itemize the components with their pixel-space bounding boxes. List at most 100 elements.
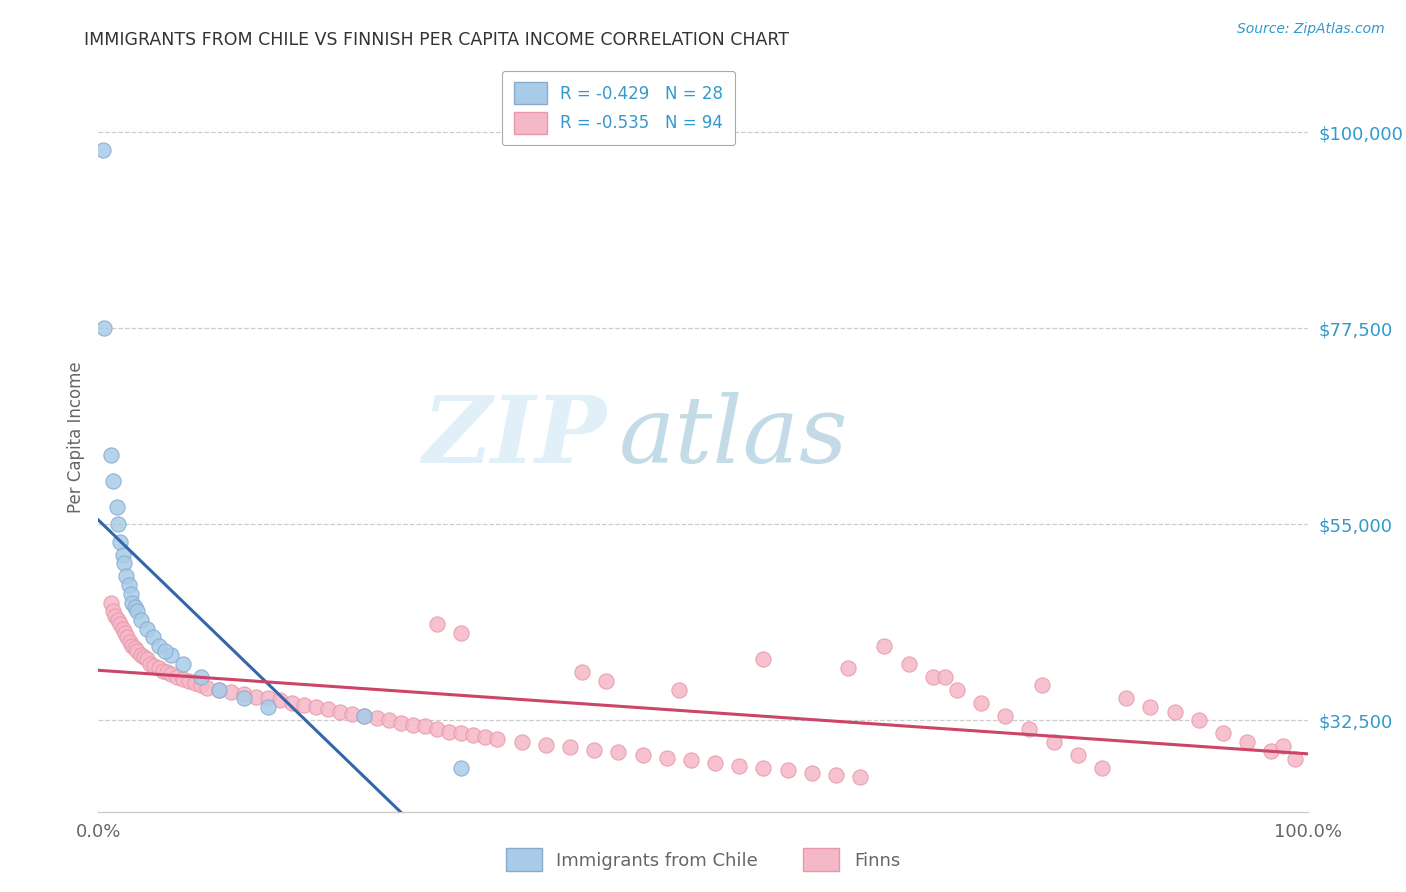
Point <box>179 673 201 688</box>
Point <box>934 670 956 684</box>
Point <box>450 761 472 775</box>
Point <box>728 758 751 772</box>
Point <box>127 643 149 657</box>
Point <box>389 715 412 730</box>
Text: atlas: atlas <box>619 392 848 482</box>
Point <box>463 728 485 742</box>
Point <box>184 675 207 690</box>
Point <box>571 665 593 680</box>
Point <box>256 700 278 714</box>
Point <box>111 622 134 636</box>
Point <box>510 735 533 749</box>
Point <box>121 639 143 653</box>
Point <box>583 743 606 757</box>
Point <box>108 534 131 549</box>
Y-axis label: Per Capita Income: Per Capita Income <box>66 361 84 513</box>
Point <box>679 753 702 767</box>
Point <box>91 143 114 157</box>
Point <box>1091 761 1114 775</box>
Point <box>426 617 449 632</box>
Point <box>329 705 352 719</box>
Point <box>105 500 128 514</box>
Point <box>668 682 690 697</box>
Text: Source: ZipAtlas.com: Source: ZipAtlas.com <box>1237 22 1385 37</box>
Point <box>129 648 152 662</box>
Point <box>704 756 727 770</box>
Point <box>135 652 157 666</box>
Point <box>156 665 179 680</box>
Point <box>1236 735 1258 749</box>
Point <box>166 670 188 684</box>
Point <box>1284 752 1306 766</box>
Point <box>160 648 183 662</box>
Legend: R = -0.429   N = 28, R = -0.535   N = 94: R = -0.429 N = 28, R = -0.535 N = 94 <box>502 70 735 145</box>
Point <box>100 448 122 462</box>
Point <box>558 740 581 755</box>
Point <box>1163 705 1185 719</box>
Point <box>1260 744 1282 758</box>
Point <box>190 678 212 692</box>
Point <box>208 682 231 697</box>
Point <box>1115 691 1137 706</box>
Point <box>1018 722 1040 736</box>
Point <box>195 681 218 695</box>
Point <box>607 746 630 760</box>
Point <box>353 709 375 723</box>
Point <box>117 631 139 645</box>
Point <box>118 635 141 649</box>
Point <box>426 722 449 736</box>
Point <box>849 770 872 784</box>
Point <box>245 690 267 704</box>
Point <box>148 661 170 675</box>
Point <box>825 768 848 782</box>
Point <box>101 474 124 488</box>
Point <box>970 696 993 710</box>
Point <box>595 673 617 688</box>
Point <box>107 517 129 532</box>
Point <box>353 709 375 723</box>
Point <box>994 709 1017 723</box>
Point <box>377 713 399 727</box>
Point <box>413 719 436 733</box>
Point <box>221 685 243 699</box>
Point <box>232 691 254 706</box>
Point <box>100 596 122 610</box>
Point <box>101 604 124 618</box>
Point <box>1042 735 1064 749</box>
Point <box>437 724 460 739</box>
Point <box>752 652 775 666</box>
Point <box>305 700 328 714</box>
Point <box>108 617 131 632</box>
Point <box>873 639 896 653</box>
Point <box>366 711 388 725</box>
Point <box>111 548 134 562</box>
Point <box>486 731 509 746</box>
Point <box>655 750 678 764</box>
Point <box>776 763 799 777</box>
Point <box>269 693 291 707</box>
Point <box>134 649 156 664</box>
Point <box>946 682 969 697</box>
Point <box>1212 726 1234 740</box>
Point <box>921 670 943 684</box>
Point <box>534 738 557 752</box>
Point <box>402 717 425 731</box>
Point <box>104 608 127 623</box>
Point <box>152 664 174 678</box>
Point <box>139 657 162 671</box>
Point <box>342 707 364 722</box>
Point <box>256 691 278 706</box>
Point <box>474 730 496 744</box>
Point <box>897 657 920 671</box>
Text: ZIP: ZIP <box>422 392 606 482</box>
Point <box>124 599 146 614</box>
Point <box>115 569 138 583</box>
Point <box>208 682 231 697</box>
Point <box>1188 713 1211 727</box>
Point <box>1067 748 1090 763</box>
Point <box>135 622 157 636</box>
Legend: Immigrants from Chile, Finns: Immigrants from Chile, Finns <box>499 841 907 879</box>
Point <box>148 639 170 653</box>
Point <box>143 659 166 673</box>
Point <box>112 557 135 571</box>
